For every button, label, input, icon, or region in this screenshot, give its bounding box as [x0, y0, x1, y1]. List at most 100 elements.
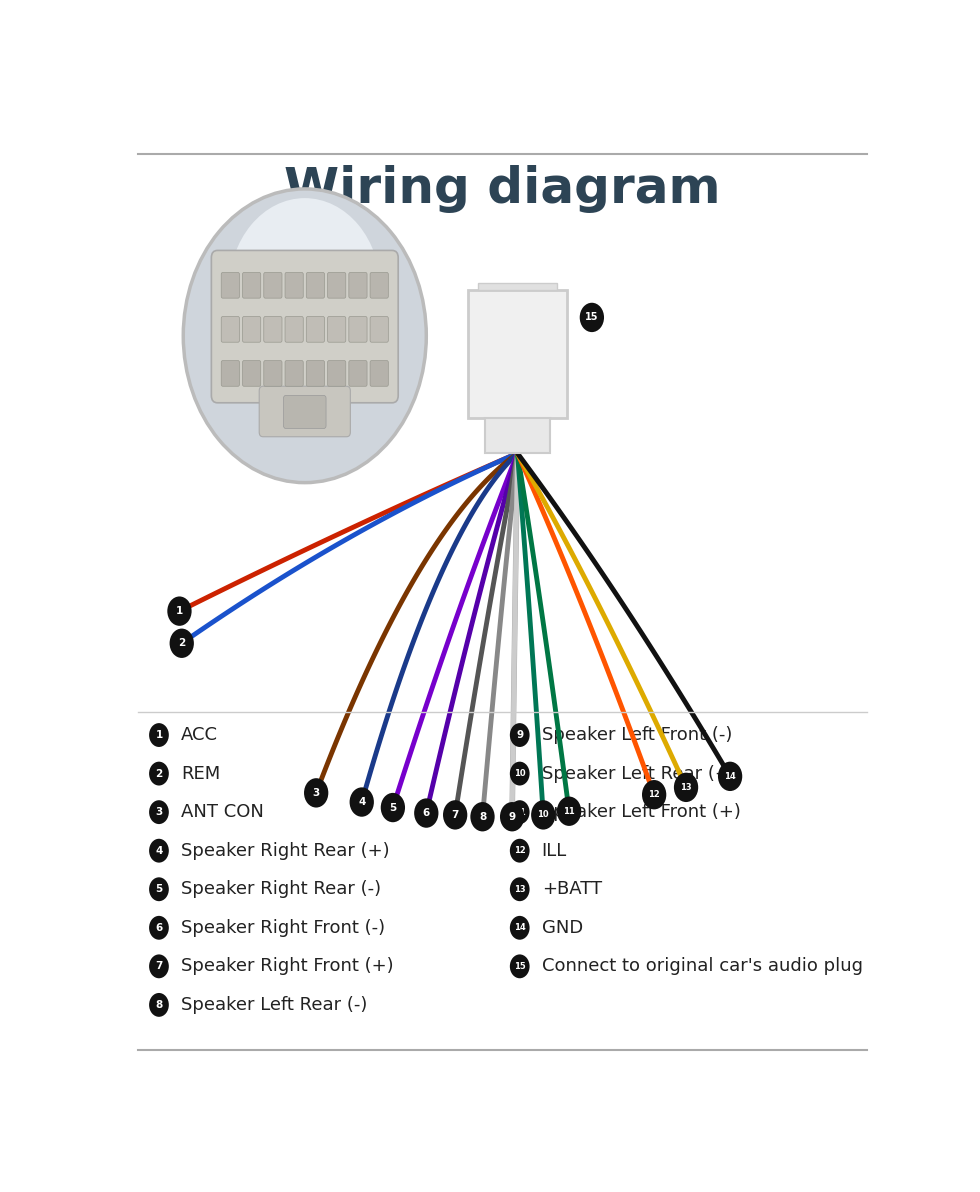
FancyBboxPatch shape: [285, 317, 303, 342]
Text: 11: 11: [514, 808, 525, 817]
FancyBboxPatch shape: [264, 360, 282, 386]
FancyBboxPatch shape: [242, 317, 261, 342]
Circle shape: [510, 839, 529, 863]
Text: +BATT: +BATT: [542, 880, 602, 899]
FancyBboxPatch shape: [221, 317, 239, 342]
Circle shape: [510, 915, 529, 939]
FancyBboxPatch shape: [259, 386, 351, 436]
FancyBboxPatch shape: [264, 273, 282, 298]
FancyBboxPatch shape: [221, 273, 239, 298]
FancyBboxPatch shape: [221, 360, 239, 386]
Text: 2: 2: [156, 769, 163, 778]
FancyBboxPatch shape: [327, 317, 346, 342]
Circle shape: [149, 915, 169, 939]
Circle shape: [168, 596, 192, 626]
FancyBboxPatch shape: [327, 273, 346, 298]
Text: 9: 9: [509, 812, 515, 821]
FancyBboxPatch shape: [327, 360, 346, 386]
Text: REM: REM: [181, 764, 221, 783]
Circle shape: [149, 724, 169, 747]
Circle shape: [500, 802, 524, 832]
Text: Speaker Right Front (-): Speaker Right Front (-): [181, 919, 385, 937]
Text: 11: 11: [564, 807, 575, 815]
Text: 5: 5: [389, 802, 397, 813]
Circle shape: [170, 628, 194, 658]
Text: 15: 15: [585, 312, 599, 322]
Text: ILL: ILL: [542, 842, 567, 859]
FancyBboxPatch shape: [307, 360, 324, 386]
Text: 12: 12: [649, 790, 660, 799]
Text: 13: 13: [680, 783, 692, 791]
Circle shape: [510, 877, 529, 901]
Circle shape: [510, 724, 529, 747]
Circle shape: [304, 778, 328, 807]
Text: 6: 6: [156, 923, 163, 933]
FancyBboxPatch shape: [283, 396, 326, 428]
Text: Wiring diagram: Wiring diagram: [284, 164, 720, 213]
Text: 3: 3: [156, 807, 163, 818]
Text: 10: 10: [537, 811, 549, 819]
Text: 7: 7: [155, 961, 163, 971]
Text: 14: 14: [724, 772, 736, 781]
Circle shape: [557, 796, 581, 826]
Text: ACC: ACC: [181, 726, 218, 744]
FancyBboxPatch shape: [285, 360, 303, 386]
FancyBboxPatch shape: [242, 273, 261, 298]
Text: 2: 2: [178, 638, 185, 648]
Text: 10: 10: [514, 769, 525, 778]
FancyBboxPatch shape: [212, 250, 398, 403]
FancyBboxPatch shape: [349, 360, 368, 386]
FancyBboxPatch shape: [478, 283, 557, 290]
Text: 12: 12: [514, 846, 525, 855]
Text: 8: 8: [156, 1000, 163, 1010]
Text: ANT CON: ANT CON: [181, 803, 264, 821]
Circle shape: [149, 955, 169, 979]
Text: Speaker Left Front (+): Speaker Left Front (+): [542, 803, 741, 821]
Text: 3: 3: [313, 788, 319, 797]
Text: Speaker Left Front (-): Speaker Left Front (-): [542, 726, 732, 744]
Circle shape: [380, 793, 405, 822]
FancyBboxPatch shape: [370, 273, 388, 298]
FancyBboxPatch shape: [468, 290, 566, 418]
Text: Speaker Right Rear (-): Speaker Right Rear (-): [181, 880, 381, 899]
Text: Speaker Right Front (+): Speaker Right Front (+): [181, 957, 394, 975]
Circle shape: [510, 762, 529, 786]
Text: GND: GND: [542, 919, 583, 937]
Text: 5: 5: [156, 884, 163, 894]
Text: 9: 9: [516, 730, 523, 740]
FancyBboxPatch shape: [349, 273, 368, 298]
Circle shape: [531, 800, 556, 830]
Text: Speaker Left Rear (-): Speaker Left Rear (-): [181, 995, 368, 1014]
FancyBboxPatch shape: [307, 317, 324, 342]
Text: 13: 13: [514, 884, 525, 894]
Circle shape: [642, 780, 666, 809]
FancyBboxPatch shape: [370, 360, 388, 386]
Circle shape: [674, 772, 698, 802]
Text: 6: 6: [422, 808, 430, 818]
Circle shape: [510, 955, 529, 979]
Circle shape: [470, 802, 495, 832]
Circle shape: [149, 762, 169, 786]
Circle shape: [443, 800, 467, 830]
Text: 4: 4: [358, 797, 366, 807]
Circle shape: [183, 190, 426, 483]
Circle shape: [149, 800, 169, 824]
Circle shape: [415, 799, 438, 827]
Circle shape: [149, 839, 169, 863]
Text: 1: 1: [175, 607, 183, 616]
Circle shape: [149, 877, 169, 901]
Text: Speaker Right Rear (+): Speaker Right Rear (+): [181, 842, 390, 859]
Text: 1: 1: [156, 730, 163, 740]
FancyBboxPatch shape: [242, 360, 261, 386]
Circle shape: [350, 788, 374, 817]
Text: 14: 14: [514, 924, 525, 932]
Text: 8: 8: [479, 812, 486, 821]
Text: Speaker Left Rear (+): Speaker Left Rear (+): [542, 764, 737, 783]
FancyBboxPatch shape: [349, 317, 368, 342]
Circle shape: [580, 303, 604, 333]
Text: 15: 15: [514, 962, 525, 970]
FancyBboxPatch shape: [485, 418, 550, 453]
Text: 4: 4: [155, 845, 163, 856]
Text: 7: 7: [452, 809, 459, 820]
Circle shape: [510, 800, 529, 824]
